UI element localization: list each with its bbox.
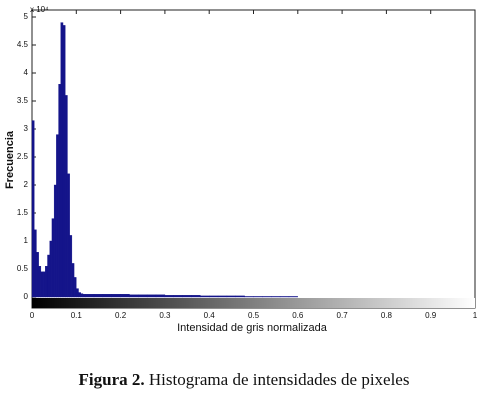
x-tick-label: 0.9 <box>425 311 437 320</box>
x-axis-title: Intensidad de gris normalizada <box>177 322 328 334</box>
bar <box>42 271 46 298</box>
bar <box>164 295 174 298</box>
bar <box>69 235 73 298</box>
bar <box>155 294 166 298</box>
y-tick-label: 4.5 <box>17 40 29 49</box>
bar <box>138 294 148 298</box>
x-tick-label: 0.2 <box>115 311 127 320</box>
y-axis-title: Frecuencia <box>4 130 16 189</box>
bar <box>226 295 236 298</box>
y-tick-label: 0 <box>24 292 29 301</box>
bar <box>40 271 44 298</box>
bar <box>217 295 228 298</box>
x-tick-label: 0 <box>30 311 35 320</box>
bar <box>244 296 254 298</box>
bar <box>84 294 95 298</box>
bar <box>111 294 121 298</box>
bar <box>120 294 130 298</box>
bar <box>78 292 81 298</box>
bar <box>49 240 53 298</box>
x-tick-label: 0.8 <box>381 311 393 320</box>
bar <box>47 254 50 298</box>
plot-frame <box>31 9 476 309</box>
y-tick-label: 2.5 <box>17 152 29 161</box>
bar <box>93 294 104 298</box>
x-tick-label: 0.4 <box>204 311 216 320</box>
y-tick-label: 4 <box>24 68 29 77</box>
bar <box>62 25 66 298</box>
bar <box>65 95 68 298</box>
x-tick-label: 1 <box>473 311 478 320</box>
caption-text: Histograma de intensidades de pixeles <box>149 370 410 389</box>
x-tick-label: 0.5 <box>248 311 260 320</box>
x-tick-label: 0.6 <box>292 311 304 320</box>
bar <box>146 294 157 298</box>
y-tick-label: 2 <box>24 180 29 189</box>
bar <box>38 266 42 298</box>
y-exponent: x 10⁴ <box>30 5 49 14</box>
x-tick-label: 0.3 <box>159 311 171 320</box>
bar <box>53 184 57 298</box>
bar <box>129 294 139 298</box>
bar <box>271 296 281 298</box>
bar <box>51 218 55 298</box>
bar <box>45 266 48 298</box>
x-tick-label: 0.1 <box>71 311 83 320</box>
bar <box>58 83 61 298</box>
bar <box>56 134 59 298</box>
bar <box>60 22 64 298</box>
x-tick-label: 0.7 <box>337 311 349 320</box>
bar <box>82 294 86 298</box>
bar <box>235 295 245 298</box>
bar <box>67 173 70 298</box>
bar <box>34 229 37 298</box>
bar <box>173 295 183 298</box>
bar <box>208 295 219 298</box>
bar <box>182 295 192 298</box>
bar <box>288 296 299 298</box>
bar <box>253 296 263 298</box>
y-tick-label: 0.5 <box>17 264 29 273</box>
bar <box>76 288 79 298</box>
bar <box>102 294 112 298</box>
bar <box>31 120 35 298</box>
y-tick-label: 3.5 <box>17 96 29 105</box>
y-tick-label: 5 <box>24 12 29 21</box>
y-tick-label: 3 <box>24 124 29 133</box>
y-tick-label: 1.5 <box>17 208 29 217</box>
bar <box>279 296 290 298</box>
gray-colorbar <box>32 298 475 308</box>
bar <box>262 296 272 298</box>
y-tick-label: 1 <box>24 236 29 245</box>
caption: Figura 2. Histograma de intensidades de … <box>79 370 410 389</box>
bar <box>73 277 77 298</box>
bar <box>191 295 201 298</box>
caption-label: Figura 2. <box>79 370 145 389</box>
bar <box>80 293 84 298</box>
bar <box>36 251 39 298</box>
bar <box>71 263 75 298</box>
bar <box>200 295 210 298</box>
